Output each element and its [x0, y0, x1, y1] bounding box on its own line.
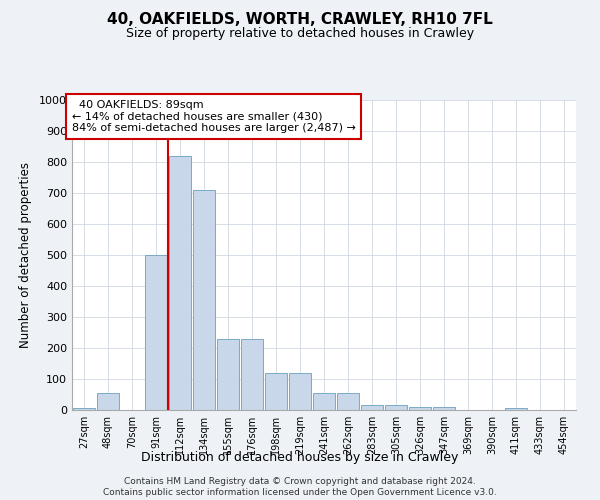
Bar [433, 407, 455, 410]
Bar [145, 255, 167, 410]
Bar [361, 406, 383, 410]
Bar [385, 406, 407, 410]
Bar [97, 393, 119, 410]
Bar [265, 373, 287, 410]
Bar [169, 156, 191, 410]
Bar [505, 408, 527, 410]
Bar [337, 393, 359, 410]
Bar [313, 393, 335, 410]
Text: 40 OAKFIELDS: 89sqm
← 14% of detached houses are smaller (430)
84% of semi-detac: 40 OAKFIELDS: 89sqm ← 14% of detached ho… [72, 100, 356, 133]
Bar [241, 338, 263, 410]
Bar [409, 407, 431, 410]
Bar [73, 408, 95, 410]
Text: 40, OAKFIELDS, WORTH, CRAWLEY, RH10 7FL: 40, OAKFIELDS, WORTH, CRAWLEY, RH10 7FL [107, 12, 493, 28]
Y-axis label: Number of detached properties: Number of detached properties [19, 162, 32, 348]
Text: Size of property relative to detached houses in Crawley: Size of property relative to detached ho… [126, 28, 474, 40]
Bar [193, 190, 215, 410]
Text: Contains HM Land Registry data © Crown copyright and database right 2024.: Contains HM Land Registry data © Crown c… [124, 476, 476, 486]
Text: Distribution of detached houses by size in Crawley: Distribution of detached houses by size … [142, 451, 458, 464]
Bar [289, 373, 311, 410]
Bar [217, 338, 239, 410]
Text: Contains public sector information licensed under the Open Government Licence v3: Contains public sector information licen… [103, 488, 497, 497]
